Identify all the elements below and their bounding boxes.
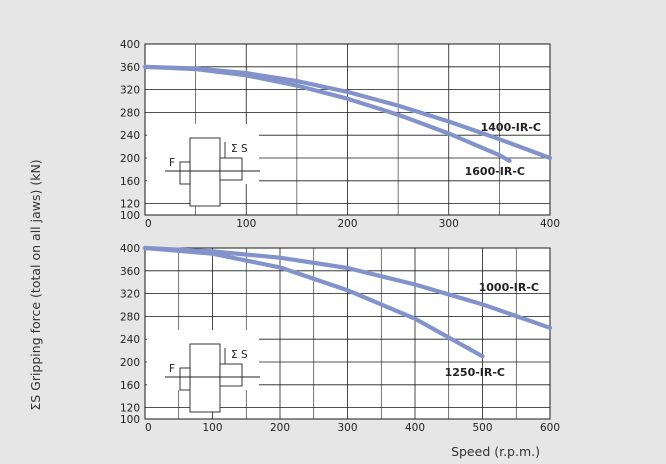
- series-label-s2: 1600-IR-C: [465, 165, 525, 178]
- chuck-flange: [179, 367, 191, 391]
- y-tick-label: 200: [120, 153, 140, 165]
- y-tick-label: 200: [120, 357, 140, 369]
- y-tick-label: 360: [120, 266, 140, 278]
- y-tick-label: 240: [120, 130, 140, 142]
- series-label-s1: 1400-IR-C: [481, 121, 541, 134]
- y-tick-label: 100: [120, 414, 140, 426]
- x-tick-label: 300: [337, 422, 357, 434]
- y-tick-label: 240: [120, 334, 140, 346]
- series-label-s1: 1000-IR-C: [479, 281, 539, 294]
- y-axis-label: ΣS Gripping force (total on all jaws) (k…: [28, 159, 43, 410]
- x-tick-label: 300: [439, 218, 459, 230]
- plot-frame: [144, 247, 551, 420]
- force-symbol: F: [169, 363, 175, 375]
- x-tick-label: 200: [270, 422, 290, 434]
- chuck-body: [189, 343, 221, 413]
- y-tick-label: 320: [120, 289, 140, 301]
- sum-symbol: Σ S: [231, 349, 248, 361]
- x-tick-label: 400: [540, 218, 560, 230]
- x-tick-label: 200: [337, 218, 357, 230]
- plot-frame: [144, 43, 551, 216]
- y-tick-label: 400: [120, 39, 140, 51]
- series-line-s2: [142, 245, 485, 359]
- chuck-jaw: [219, 363, 243, 387]
- x-tick-label: 500: [472, 422, 492, 434]
- chuck-flange: [179, 161, 191, 185]
- x-tick-label: 0: [145, 422, 152, 434]
- y-tick-label: 120: [120, 199, 140, 211]
- x-axis-label: Speed (r.p.m.): [451, 444, 540, 459]
- y-tick-label: 360: [120, 62, 140, 74]
- series-line-s2: [142, 64, 512, 163]
- series-label-s2: 1250-IR-C: [445, 366, 505, 379]
- force-symbol: F: [169, 157, 175, 169]
- x-tick-label: 100: [236, 218, 256, 230]
- y-tick-label: 120: [120, 403, 140, 415]
- y-tick-label: 160: [120, 380, 140, 392]
- chuck-jaw: [219, 157, 243, 181]
- y-tick-label: 280: [120, 311, 140, 323]
- chuck-diagram: F Σ S: [147, 330, 260, 413]
- x-tick-label: 0: [145, 218, 152, 230]
- y-tick-label: 100: [120, 210, 140, 222]
- chuck-diagram: F Σ S: [147, 124, 260, 207]
- x-tick-label: 600: [540, 422, 560, 434]
- y-tick-label: 320: [120, 85, 140, 97]
- series-line-s1: [142, 245, 553, 330]
- chuck-body: [189, 137, 221, 207]
- y-tick-label: 280: [120, 107, 140, 119]
- sum-symbol: Σ S: [231, 143, 248, 155]
- y-tick-label: 400: [120, 243, 140, 255]
- y-tick-label: 160: [120, 176, 140, 188]
- x-tick-label: 100: [202, 422, 222, 434]
- x-tick-label: 400: [405, 422, 425, 434]
